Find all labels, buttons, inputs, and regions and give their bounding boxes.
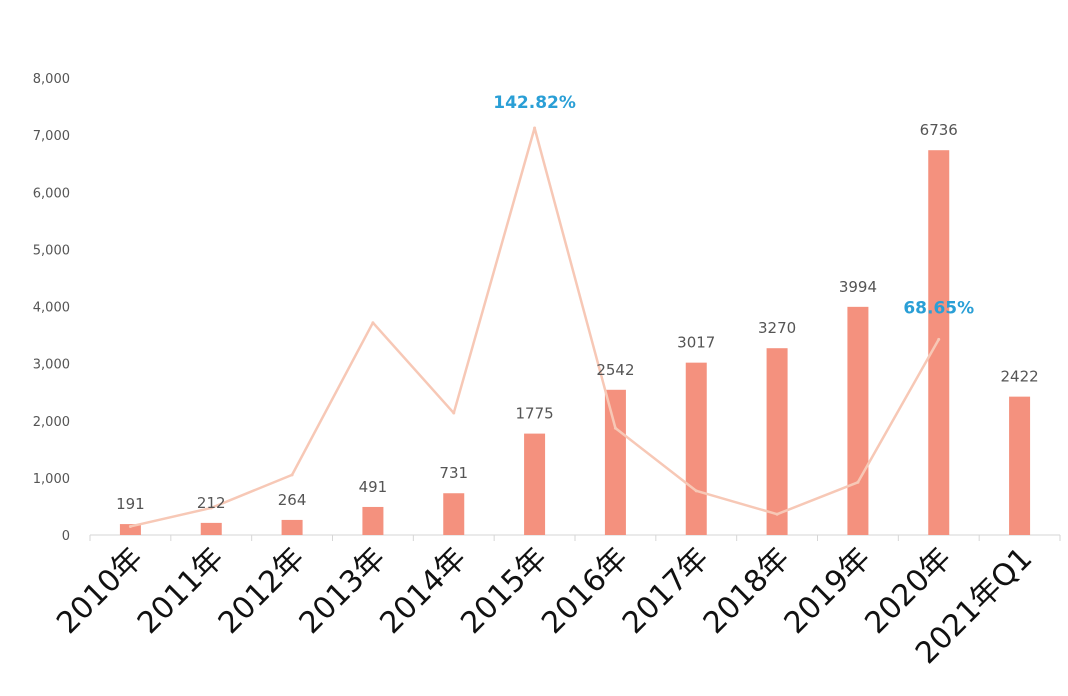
bar	[362, 506, 384, 535]
bar-value-label: 3994	[839, 278, 877, 296]
x-tick-label: 2012年	[212, 541, 312, 641]
bar-value-label: 3017	[677, 334, 715, 352]
x-tick-label: 2019年	[778, 541, 878, 641]
bar	[443, 493, 465, 535]
x-tick-label: 2014年	[373, 541, 473, 641]
bar-value-label: 2542	[596, 361, 634, 379]
growth-point	[613, 426, 617, 430]
bar	[1009, 396, 1031, 535]
y-tick-label: 0	[62, 529, 70, 544]
bar	[847, 306, 869, 535]
bar-value-label: 264	[278, 491, 307, 509]
growth-point	[533, 126, 537, 130]
percent-annotations: 142.82% 68.65%	[493, 93, 974, 318]
y-tick-label: 8,000	[33, 72, 70, 87]
line-series	[128, 126, 941, 528]
bar	[119, 524, 141, 535]
x-tick-label: 2010年	[50, 541, 150, 641]
growth-point	[128, 524, 132, 528]
x-axis-ticks	[89, 535, 1061, 541]
bar-value-label: 491	[359, 478, 388, 496]
y-tick-label: 7,000	[33, 129, 70, 144]
x-tick-label: 2017年	[616, 541, 716, 641]
x-tick-label: 2011年	[131, 541, 231, 641]
percent-annotation: 68.65%	[903, 298, 974, 318]
bar	[604, 389, 626, 535]
bar	[685, 362, 707, 535]
x-tick-label: 2016年	[535, 541, 635, 641]
bar-value-label: 212	[197, 494, 226, 512]
bar-data-labels: 191 212 264 491 731 1775 2542 3017 3270 3994 6736 2…	[116, 121, 1039, 513]
growth-point	[694, 489, 698, 493]
y-tick-label: 2,000	[33, 415, 70, 430]
y-tick-label: 3,000	[33, 358, 70, 373]
bar-value-label: 6736	[920, 121, 958, 139]
growth-point	[209, 506, 213, 510]
y-tick-label: 6,000	[33, 186, 70, 201]
bar-value-label: 2422	[1000, 368, 1038, 386]
bar	[281, 519, 303, 535]
growth-point	[775, 512, 779, 516]
bar-series	[119, 150, 1031, 535]
bar	[524, 433, 546, 535]
x-tick-label: 2015年	[454, 541, 554, 641]
bar-value-label: 191	[116, 495, 145, 513]
x-tick-label: 2013年	[293, 541, 393, 641]
bar-value-label: 731	[439, 464, 468, 482]
x-tick-label: 2018年	[697, 541, 797, 641]
growth-point	[290, 473, 294, 477]
y-tick-label: 1,000	[33, 472, 70, 487]
bar-value-label: 1775	[515, 405, 553, 423]
bar	[928, 150, 950, 535]
bar	[766, 348, 788, 535]
y-axis: 0 1,000 2,000 3,000 4,000 5,000 6,000 7,000 8,00…	[33, 72, 70, 544]
percent-annotation: 142.82%	[493, 93, 576, 113]
x-axis-labels: 2010年2011年2012年2013年2014年2015年2016年2017年…	[50, 541, 1039, 671]
growth-point	[452, 411, 456, 415]
growth-point	[937, 337, 941, 341]
bar-value-label: 3270	[758, 319, 796, 337]
y-tick-label: 5,000	[33, 243, 70, 258]
y-tick-label: 4,000	[33, 301, 70, 316]
growth-point	[856, 480, 860, 484]
bar	[200, 522, 222, 535]
growth-point	[371, 321, 375, 325]
